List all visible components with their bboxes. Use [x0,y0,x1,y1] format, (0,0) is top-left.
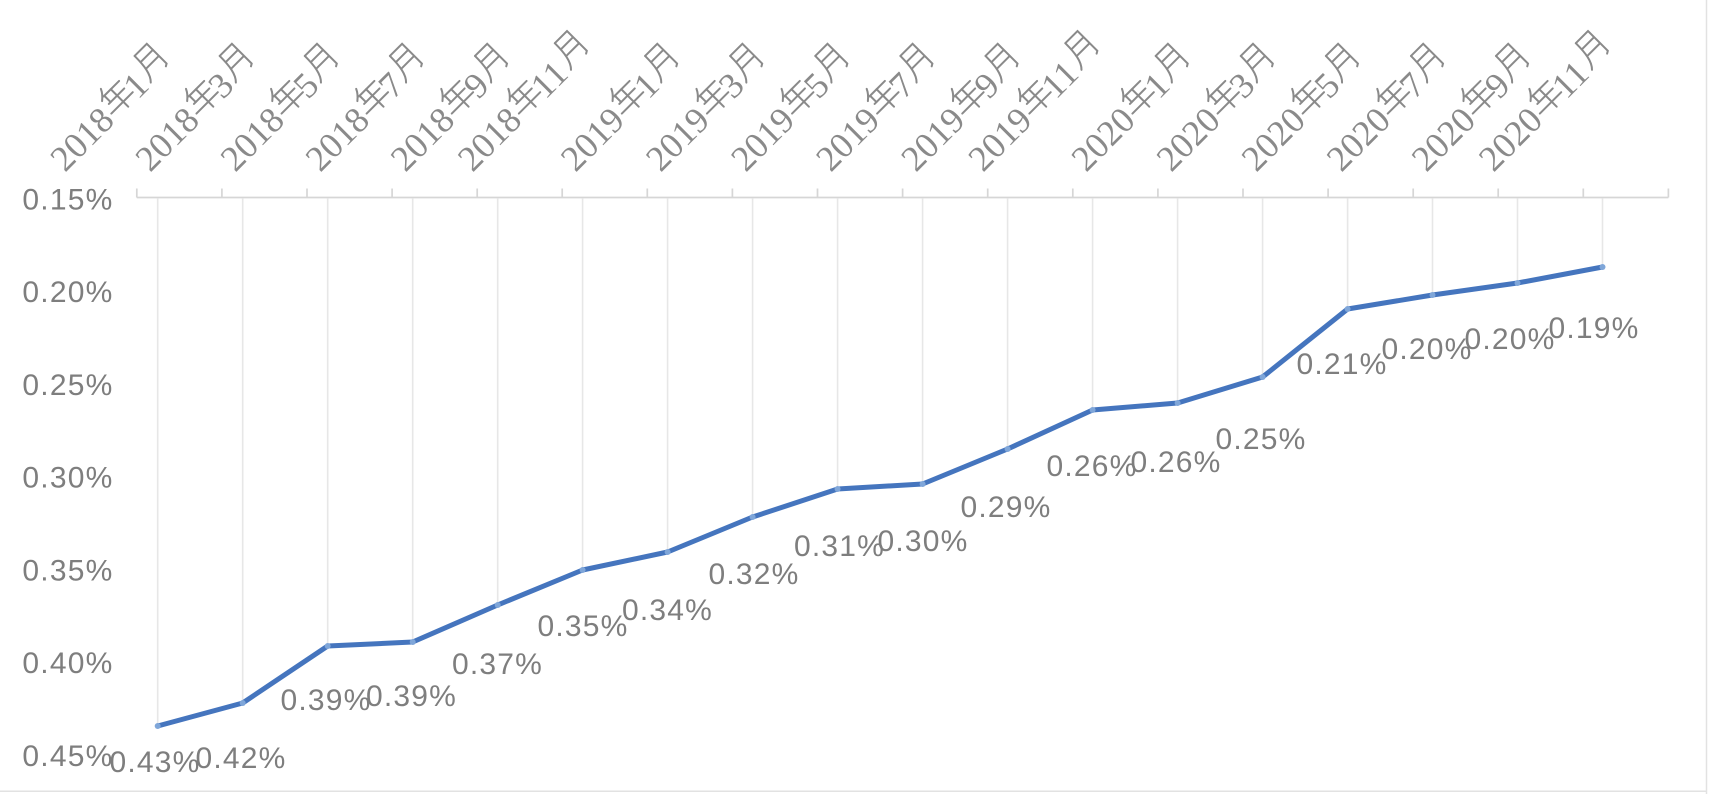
svg-text:0.34%: 0.34% [622,594,713,627]
svg-text:0.31%: 0.31% [794,530,885,563]
svg-text:0.30%: 0.30% [22,462,113,495]
svg-text:0.19%: 0.19% [1548,312,1639,345]
svg-text:0.25%: 0.25% [1215,423,1306,456]
svg-text:0.25%: 0.25% [22,369,113,402]
svg-text:0.35%: 0.35% [537,610,628,643]
svg-text:0.39%: 0.39% [280,684,371,717]
svg-text:0.20%: 0.20% [1464,323,1555,356]
svg-text:0.30%: 0.30% [877,525,968,558]
svg-text:0.42%: 0.42% [195,742,286,775]
svg-text:0.26%: 0.26% [1130,446,1221,479]
svg-text:0.20%: 0.20% [1381,333,1472,366]
svg-text:0.39%: 0.39% [366,680,457,713]
svg-text:0.40%: 0.40% [22,647,113,680]
svg-text:0.21%: 0.21% [1296,348,1387,381]
svg-text:0.43%: 0.43% [109,746,200,779]
svg-text:0.35%: 0.35% [22,554,113,587]
svg-text:0.20%: 0.20% [22,276,113,309]
svg-text:0.15%: 0.15% [22,183,113,216]
svg-text:0.29%: 0.29% [960,491,1051,524]
svg-text:0.32%: 0.32% [708,558,799,591]
svg-text:0.45%: 0.45% [22,740,113,773]
svg-text:0.26%: 0.26% [1046,450,1137,483]
svg-text:0.37%: 0.37% [452,648,543,681]
